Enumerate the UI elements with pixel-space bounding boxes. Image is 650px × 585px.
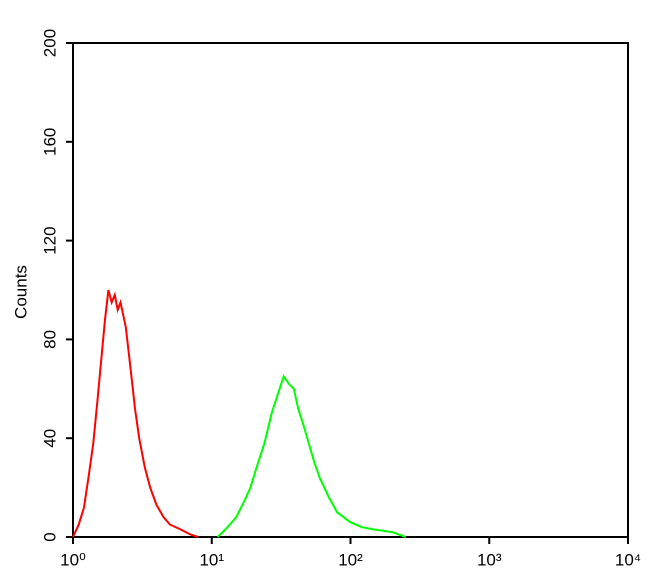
x-tick-label: 10³ [477,550,502,569]
y-tick-label: 200 [40,29,59,57]
y-tick-label: 160 [40,128,59,156]
x-tick-label: 10¹ [199,550,224,569]
x-tick-label: 10² [338,550,363,569]
x-tick-label: 10⁰ [60,550,86,569]
y-axis-label: Counts [11,265,30,319]
x-tick-label: 10⁴ [615,550,641,569]
y-tick-label: 40 [40,429,59,448]
y-tick-label: 0 [40,532,59,541]
histogram-line [72,289,199,538]
histogram-line [216,374,407,538]
y-tick-label: 120 [40,226,59,254]
y-tick-label: 80 [40,330,59,349]
plot-frame [72,42,629,538]
